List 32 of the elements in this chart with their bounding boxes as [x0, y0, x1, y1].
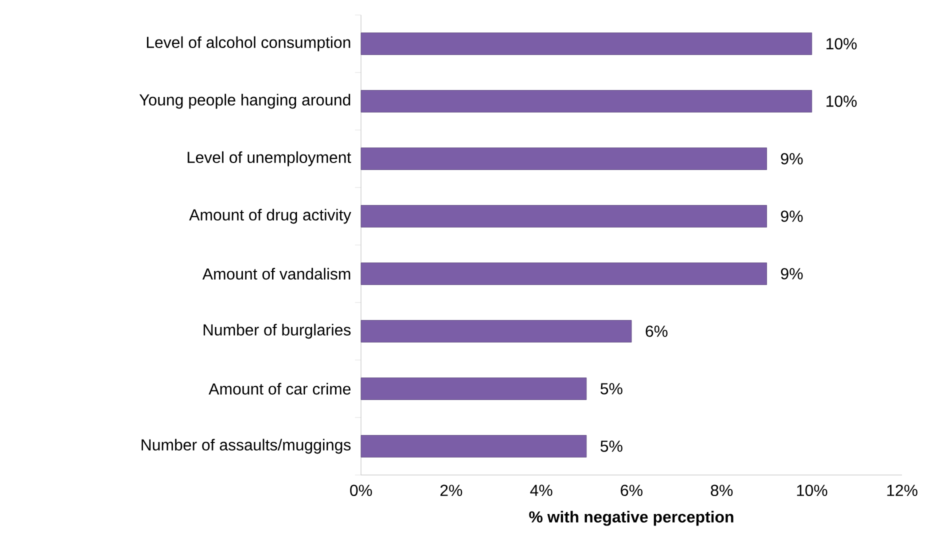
bar: [360, 378, 587, 400]
bar: [360, 435, 587, 458]
y-tick-label: Level of unemployment: [188, 151, 352, 166]
x-tick-label: 2%: [440, 484, 462, 496]
bar: [360, 148, 767, 170]
bar: [360, 262, 767, 285]
y-tick-label: Amount of drug activity: [189, 208, 352, 224]
y-tick-label: Young people hanging around: [139, 94, 350, 109]
x-tick-label: 10%: [797, 484, 828, 496]
y-tick-label: Amount of car crime: [208, 382, 351, 395]
bar: [360, 205, 767, 228]
data-label: 9%: [780, 210, 803, 222]
x-axis-title: % with negative perception: [529, 510, 734, 526]
data-label: 10%: [826, 96, 857, 107]
data-label: 10%: [826, 38, 857, 50]
x-tick-label: 6%: [620, 484, 642, 496]
x-tick-label: 4%: [530, 484, 552, 496]
data-label: 5%: [600, 383, 622, 394]
bar: [360, 90, 812, 112]
x-tick-label: 0%: [350, 484, 372, 496]
y-tick-label: Level of alcohol consumption: [146, 36, 350, 52]
bar: [360, 320, 632, 342]
bar: [360, 32, 812, 55]
x-tick-label: 12%: [887, 484, 918, 496]
x-tick-label: 8%: [710, 484, 733, 496]
y-tick-label: Number of assaults/muggings: [142, 438, 351, 454]
data-label: 5%: [600, 440, 622, 452]
data-label: 6%: [646, 326, 668, 337]
y-tick-label: Number of burglaries: [204, 324, 351, 339]
data-label: 9%: [780, 153, 803, 164]
y-tick-label: Amount of vandalism: [202, 268, 350, 280]
data-label: 9%: [780, 268, 803, 280]
